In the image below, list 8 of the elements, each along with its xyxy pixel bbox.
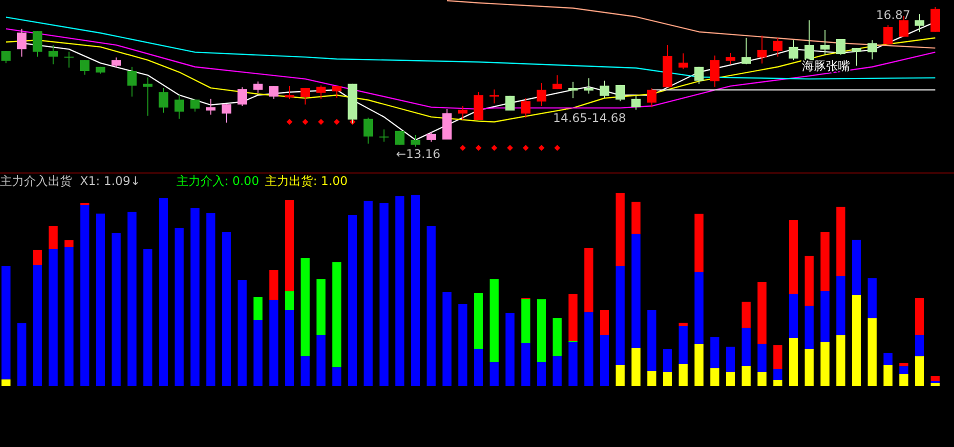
annotation: 16.87 xyxy=(876,8,910,22)
annotation: X1: 1.09↓ xyxy=(80,174,140,188)
annotation: 14.65-14.68 xyxy=(553,111,626,125)
annotation: 主力出货: 1.00 xyxy=(265,174,348,188)
annotation: ←13.16 xyxy=(396,147,440,161)
annotation: 海豚张嘴 xyxy=(802,59,850,73)
annotation: 主力介入: 0.00 xyxy=(176,174,260,188)
title: 主力介入出货 xyxy=(0,174,72,188)
